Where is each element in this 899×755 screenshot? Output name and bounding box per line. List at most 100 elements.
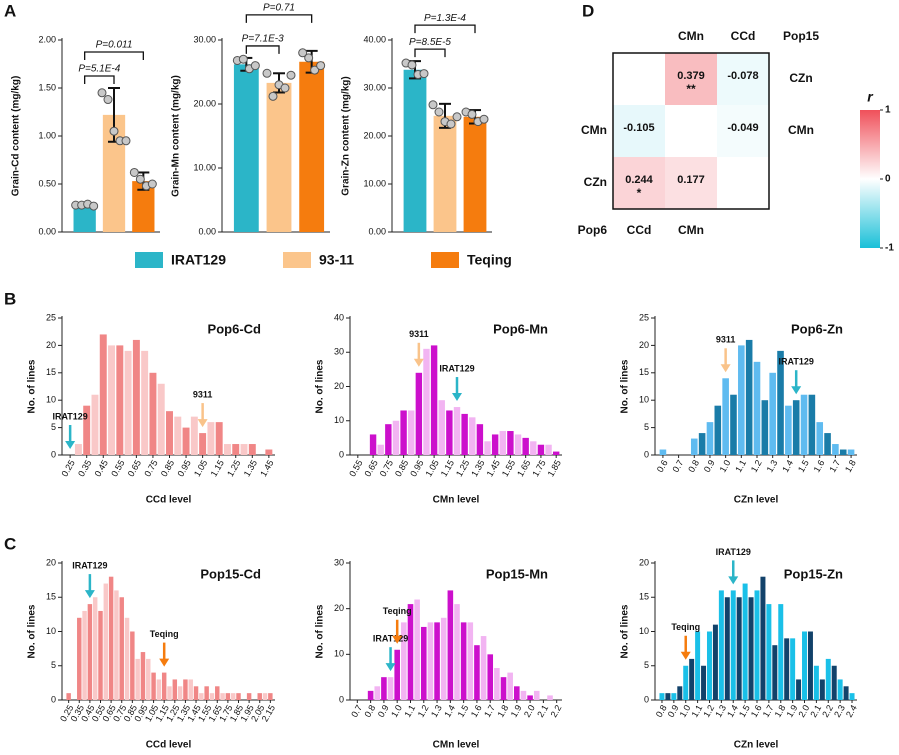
chart-title: Pop15-Mn bbox=[486, 566, 548, 581]
x-tick-label: 1.7 bbox=[482, 703, 497, 719]
x-tick-label: 1.85 bbox=[546, 458, 563, 478]
bar bbox=[199, 433, 207, 455]
x-tick-label: 1.0 bbox=[718, 458, 733, 474]
bar bbox=[420, 626, 427, 700]
y-tick-label: 15 bbox=[46, 592, 56, 602]
column-label: CCd bbox=[731, 29, 756, 43]
x-tick-label: 1.75 bbox=[530, 458, 547, 478]
column-label: CCd bbox=[627, 223, 652, 237]
bar bbox=[547, 695, 553, 700]
bar bbox=[427, 622, 434, 700]
x-tick-label: 1.25 bbox=[225, 458, 242, 478]
bar bbox=[262, 693, 268, 700]
bar bbox=[248, 444, 256, 455]
bar bbox=[499, 431, 506, 455]
bar bbox=[87, 604, 93, 700]
significance-stars: ** bbox=[686, 82, 696, 96]
data-point bbox=[135, 174, 145, 184]
data-point bbox=[467, 109, 477, 119]
data-point bbox=[304, 53, 314, 63]
bar bbox=[714, 405, 722, 455]
panel-label: B bbox=[4, 289, 16, 308]
bar bbox=[401, 622, 407, 700]
x-tick-label: 1.0 bbox=[389, 703, 404, 719]
x-tick-label: 0.95 bbox=[408, 458, 425, 478]
x-tick-label: 0.8 bbox=[362, 703, 377, 719]
y-tick-label: 30.00 bbox=[193, 34, 216, 44]
bar bbox=[157, 383, 165, 455]
x-tick-label: 0.25 bbox=[60, 458, 77, 478]
y-tick-label: 0 bbox=[339, 694, 344, 704]
y-tick-label: 5 bbox=[51, 660, 56, 670]
bar bbox=[659, 449, 667, 455]
annotation: IRAT129 bbox=[439, 363, 474, 373]
x-tick-label: 1.8 bbox=[495, 703, 510, 719]
bar bbox=[174, 416, 182, 455]
colorbar-tick-label: 0 bbox=[885, 174, 891, 185]
annotation: IRAT129 bbox=[72, 560, 107, 570]
p-value: P=0.71 bbox=[263, 3, 295, 14]
y-axis-label: No. of lines bbox=[27, 604, 38, 658]
significance-bracket bbox=[245, 14, 313, 23]
bar bbox=[480, 636, 487, 700]
bar bbox=[124, 350, 132, 455]
annotation: Teqing bbox=[150, 629, 179, 639]
x-tick-label: 1.1 bbox=[733, 458, 748, 474]
y-tick-label: 10 bbox=[639, 395, 649, 405]
y-tick-label: 40.00 bbox=[363, 34, 386, 44]
bar bbox=[377, 444, 384, 455]
bar bbox=[266, 82, 292, 232]
annotation: Teqing bbox=[671, 622, 700, 632]
heatmap-cell bbox=[717, 53, 769, 105]
annotation: Teqing bbox=[383, 606, 412, 616]
bar bbox=[722, 378, 729, 455]
y-axis-label: No. of lines bbox=[315, 604, 326, 658]
data-point bbox=[428, 100, 438, 110]
y-tick-label: 20 bbox=[639, 340, 649, 350]
y-axis-label: No. of lines bbox=[620, 604, 631, 658]
bar bbox=[533, 690, 540, 700]
cell-label: 0.244 bbox=[625, 174, 653, 186]
bar bbox=[718, 590, 724, 700]
bar bbox=[124, 617, 130, 700]
x-tick-label: 0.45 bbox=[93, 458, 110, 478]
bar bbox=[146, 658, 151, 700]
x-tick-label: 1.4 bbox=[780, 458, 795, 474]
x-tick-label: 0.7 bbox=[349, 703, 364, 719]
x-tick-label: 1.8 bbox=[843, 458, 858, 474]
heatmap-cell bbox=[613, 157, 665, 209]
y-tick-label: 10.00 bbox=[193, 162, 216, 172]
bar bbox=[77, 617, 82, 700]
bar bbox=[374, 686, 381, 700]
bar bbox=[813, 665, 819, 700]
bar bbox=[74, 444, 82, 455]
bar bbox=[824, 433, 831, 455]
x-tick-label: 0.55 bbox=[109, 458, 126, 478]
colorbar-tick-label: -1 bbox=[885, 243, 894, 254]
bar bbox=[461, 413, 468, 455]
bar bbox=[825, 658, 831, 700]
column-label: CMn bbox=[678, 29, 704, 43]
y-tick-label: 15 bbox=[46, 367, 56, 377]
bar bbox=[507, 431, 514, 455]
bar bbox=[819, 679, 825, 700]
bar bbox=[706, 631, 712, 700]
data-point bbox=[250, 61, 260, 71]
bar bbox=[695, 631, 701, 700]
data-point bbox=[298, 48, 308, 58]
legend-swatch bbox=[283, 252, 311, 268]
data-point bbox=[452, 112, 462, 122]
p-value: P=1.3E-4 bbox=[424, 13, 466, 24]
bar bbox=[415, 372, 423, 455]
y-tick-label: 10 bbox=[639, 626, 649, 636]
bar bbox=[730, 394, 737, 455]
x-tick-label: 1.4 bbox=[442, 703, 457, 719]
data-point bbox=[286, 70, 296, 80]
y-tick-label: 10 bbox=[46, 395, 56, 405]
bar bbox=[240, 444, 248, 455]
bar bbox=[232, 444, 240, 455]
annotation: 9311 bbox=[193, 389, 213, 399]
bar bbox=[698, 433, 706, 455]
bar bbox=[659, 693, 665, 700]
